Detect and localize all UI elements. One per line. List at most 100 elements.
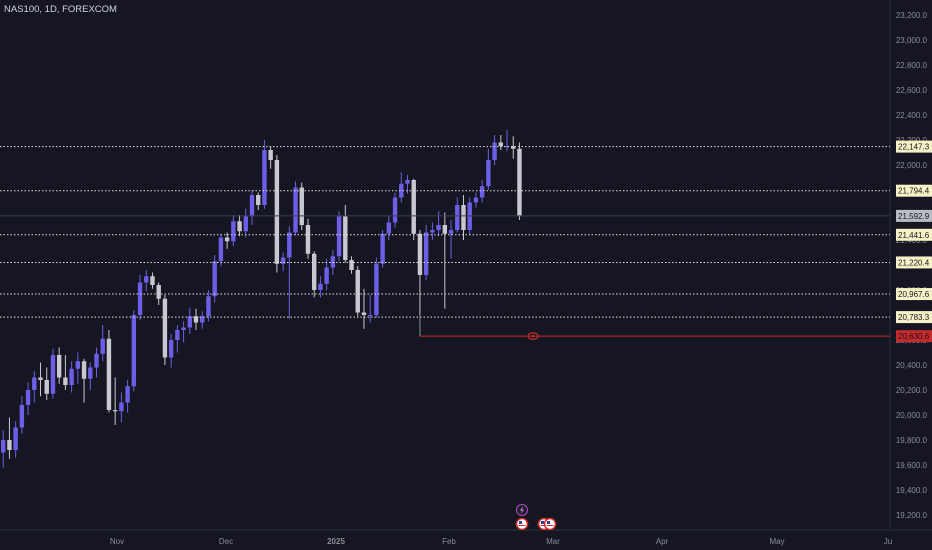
time-tick-label: May <box>769 537 784 546</box>
candle-body <box>206 296 211 317</box>
price-tick-label: 23,200.0 <box>896 11 928 20</box>
current-price-label-text: 21,592.9 <box>898 212 930 221</box>
candle-body <box>511 146 516 149</box>
level-price-label <box>896 311 932 324</box>
candle-body <box>324 267 329 284</box>
candle-body <box>517 148 522 217</box>
candle-body <box>274 160 280 264</box>
candle-body <box>200 316 205 323</box>
candle-body <box>162 298 168 358</box>
price-tick-label: 22,400.0 <box>896 111 928 120</box>
candle-body <box>181 327 186 330</box>
candle-body <box>392 197 398 223</box>
candle-body <box>380 233 385 264</box>
candle-body <box>50 355 56 394</box>
candle-body <box>44 380 49 394</box>
level-price-label-text: 20,967.6 <box>898 290 930 299</box>
candle-body <box>187 316 192 328</box>
candle-body <box>112 410 118 412</box>
time-tick-label: Mar <box>546 537 560 546</box>
price-tick-label: 23,000.0 <box>896 36 928 45</box>
level-price-label <box>896 256 932 269</box>
time-tick-label: Nov <box>110 537 124 546</box>
candle-body <box>287 232 292 258</box>
level-price-label-text: 21,220.4 <box>898 258 930 267</box>
candle-body <box>330 256 336 268</box>
candle-body <box>212 261 217 297</box>
price-tick-label: 22,600.0 <box>896 86 928 95</box>
candle-body <box>361 312 367 315</box>
candle-body <box>193 316 199 323</box>
time-tick-label: 2025 <box>327 537 345 546</box>
candle-body <box>343 216 348 260</box>
candle-body <box>243 216 248 232</box>
price-tick-label: 19,200.0 <box>896 511 928 520</box>
candle-body <box>492 142 497 160</box>
level-price-label-text: 21,441.6 <box>898 231 930 240</box>
candle-body <box>175 330 180 340</box>
candle-body <box>7 440 12 450</box>
candle-body <box>63 377 68 385</box>
candle-body <box>448 230 454 234</box>
candle-body <box>455 205 460 230</box>
lightning-glyph <box>520 506 524 514</box>
alert-price-label <box>896 330 932 343</box>
candle-body <box>411 180 416 234</box>
candle-body <box>81 361 87 379</box>
candle-body <box>374 263 379 315</box>
candle-body <box>56 355 62 378</box>
candle-body <box>336 216 342 257</box>
eye-icon[interactable] <box>527 332 539 340</box>
candle-body <box>399 183 404 198</box>
candle-body <box>168 340 174 358</box>
current-price-label <box>896 209 932 222</box>
candle-body <box>150 276 155 285</box>
candle-body <box>125 386 130 403</box>
candle-body <box>224 237 230 242</box>
candle-body <box>94 353 99 368</box>
candle-body <box>504 146 510 148</box>
candle-body <box>349 260 354 270</box>
time-tick-label: Apr <box>656 537 669 546</box>
candle-body <box>355 270 360 313</box>
price-tick-label: 22,000.0 <box>896 161 928 170</box>
level-price-label-text: 20,783.3 <box>898 313 930 322</box>
candle-body <box>461 205 466 230</box>
flag-canton <box>547 521 550 524</box>
candle-body <box>88 367 93 379</box>
candle-body <box>268 150 273 160</box>
price-tick-label: 19,600.0 <box>896 461 928 470</box>
flag-canton <box>541 521 544 524</box>
price-tick-label: 20,400.0 <box>896 361 928 370</box>
price-tick-label: 19,800.0 <box>896 436 928 445</box>
candle-body <box>106 338 112 410</box>
level-price-label <box>896 140 932 153</box>
candle-body <box>75 361 81 369</box>
candle-body <box>479 186 485 198</box>
price-tick-label: 19,400.0 <box>896 486 928 495</box>
candle-body <box>312 253 317 290</box>
time-tick-label: Feb <box>442 537 456 546</box>
candle-body <box>293 187 298 233</box>
price-tick-label: 22,200.0 <box>896 136 928 145</box>
candle-body <box>280 257 286 264</box>
price-tick-label: 20,200.0 <box>896 386 928 395</box>
candle-body <box>486 160 491 187</box>
flag-canton <box>519 521 522 524</box>
candle-body <box>25 390 31 405</box>
candle-body <box>144 276 149 283</box>
eye-icon-pupil <box>531 334 535 338</box>
candle-body <box>367 315 373 316</box>
candle-body <box>1 440 6 453</box>
symbol-title[interactable]: NAS100, 1D, FOREXCOM <box>4 4 117 15</box>
candle-body <box>137 282 143 315</box>
candle-body <box>231 221 236 242</box>
candle-body <box>405 180 410 184</box>
candle-body <box>423 232 429 275</box>
candle-body <box>131 315 137 387</box>
candle-body <box>32 377 37 390</box>
level-price-label <box>896 228 932 241</box>
level-price-label <box>896 288 932 301</box>
